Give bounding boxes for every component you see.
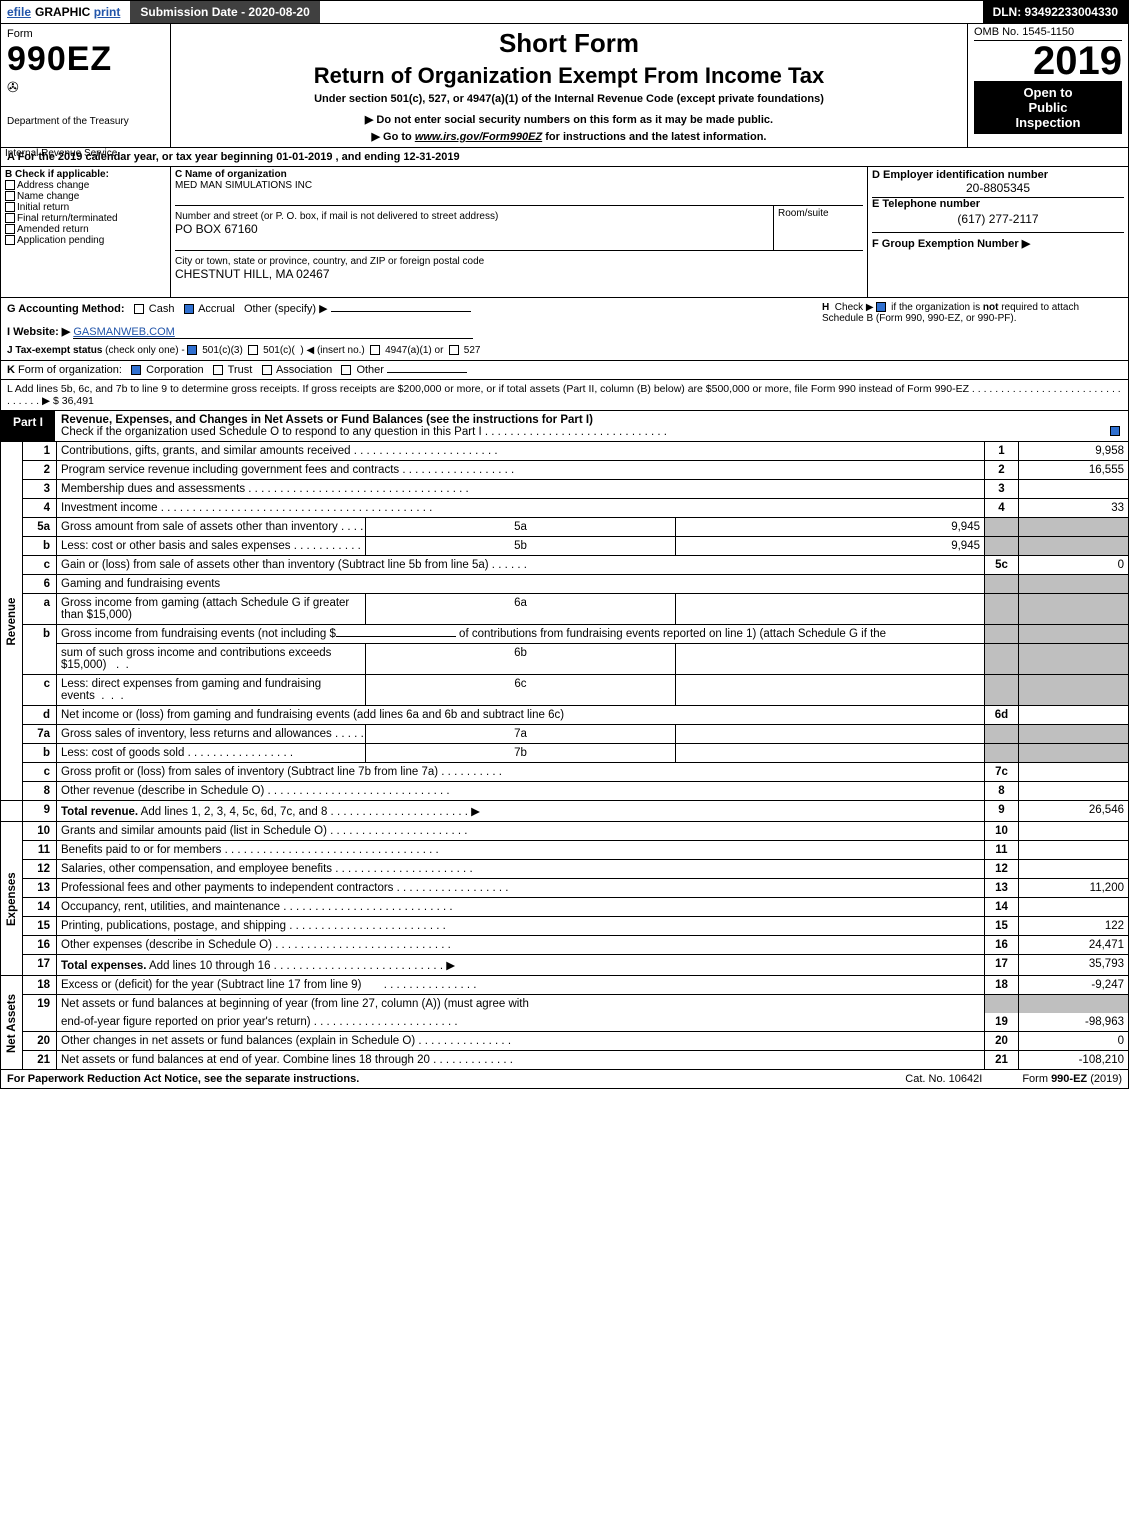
- part1-tag: Part I: [1, 411, 55, 441]
- paperwork-notice: For Paperwork Reduction Act Notice, see …: [7, 1073, 865, 1085]
- schedule-o-checkbox[interactable]: [1110, 426, 1120, 436]
- form-number: 990EZ: [7, 40, 164, 79]
- print-link[interactable]: print: [94, 5, 121, 19]
- part1-title: Revenue, Expenses, and Changes in Net As…: [55, 411, 1128, 441]
- line11-value: [1019, 841, 1129, 860]
- ssn-warning: ▶ Do not enter social security numbers o…: [177, 113, 961, 126]
- line-h: H Check ▶ if the organization is not req…: [822, 302, 1122, 324]
- line16-value: 24,471: [1019, 936, 1129, 955]
- org-city: CHESTNUT HILL, MA 02467: [175, 267, 330, 281]
- line21-value: -108,210: [1019, 1051, 1129, 1070]
- line3-value: [1019, 480, 1129, 499]
- room-suite: Room/suite: [773, 206, 863, 250]
- expenses-side: Expenses: [1, 822, 23, 976]
- app-pending-checkbox[interactable]: [5, 235, 15, 245]
- line6d-value: [1019, 706, 1129, 725]
- line2-value: 16,555: [1019, 461, 1129, 480]
- goto-line: ▶ Go to www.irs.gov/Form990EZ for instru…: [177, 130, 961, 143]
- accrual-checkbox[interactable]: [184, 304, 194, 314]
- form-header: Form 990EZ ✇ Department of the Treasury …: [0, 24, 1129, 148]
- org-name: MED MAN SIMULATIONS INC: [175, 180, 312, 191]
- return-title: Return of Organization Exempt From Incom…: [177, 63, 961, 89]
- line1-value: 9,958: [1019, 442, 1129, 461]
- boxes-def: D Employer identification number 20-8805…: [868, 167, 1128, 297]
- line20-value: 0: [1019, 1032, 1129, 1051]
- line-k: K Form of organization: Corporation Trus…: [0, 361, 1129, 380]
- line5a-value: 9,945: [675, 518, 984, 537]
- efile-print: efile GRAPHIC print: [1, 1, 130, 23]
- cash-checkbox[interactable]: [134, 304, 144, 314]
- line7c-value: [1019, 763, 1129, 782]
- line19-value: -98,963: [1019, 1013, 1129, 1032]
- line-l: L Add lines 5b, 6c, and 7b to line 9 to …: [0, 380, 1129, 411]
- graphic-label: GRAPHIC: [35, 5, 90, 19]
- cat-number: Cat. No. 10642I: [905, 1073, 982, 1085]
- top-bar: efile GRAPHIC print Submission Date - 20…: [0, 0, 1129, 24]
- line15-value: 122: [1019, 917, 1129, 936]
- lines-ghij: G Accounting Method: Cash Accrual Other …: [0, 298, 1129, 361]
- trust-checkbox[interactable]: [213, 365, 223, 375]
- association-checkbox[interactable]: [262, 365, 272, 375]
- accounting-method-label: G Accounting Method:: [7, 303, 125, 315]
- submission-date: Submission Date - 2020-08-20: [130, 1, 319, 23]
- other-org-checkbox[interactable]: [341, 365, 351, 375]
- page-footer: For Paperwork Reduction Act Notice, see …: [0, 1070, 1129, 1089]
- line-j: J Tax-exempt status (check only one) - 5…: [7, 345, 1122, 356]
- boxes-bcdef: B Check if applicable: Address change Na…: [0, 167, 1129, 298]
- website-label: I Website: ▶: [7, 326, 70, 338]
- line-a-period: A For the 2019 calendar year, or tax yea…: [0, 148, 1129, 167]
- tax-year: 2019: [974, 41, 1122, 81]
- box-c: C Name of organization MED MAN SIMULATIO…: [171, 167, 868, 297]
- form-word: Form: [7, 28, 164, 40]
- line8-value: [1019, 782, 1129, 801]
- corporation-checkbox[interactable]: [131, 365, 141, 375]
- line4-value: 33: [1019, 499, 1129, 518]
- org-street: PO BOX 67160: [175, 222, 258, 236]
- department: Department of the Treasury: [7, 116, 164, 127]
- line10-value: [1019, 822, 1129, 841]
- addr-change-checkbox[interactable]: [5, 180, 15, 190]
- netassets-side: Net Assets: [1, 976, 23, 1070]
- topbar-spacer: [320, 1, 983, 23]
- box-e-label: E Telephone number: [872, 198, 1124, 210]
- line12-value: [1019, 860, 1129, 879]
- part1-table: Revenue 1 Contributions, gifts, grants, …: [0, 442, 1129, 1070]
- irs-label: Internal Revenue Service: [5, 148, 117, 159]
- form-ref: Form 990-EZ (2019): [1022, 1073, 1122, 1085]
- line9-value: 26,546: [1019, 801, 1129, 822]
- phone: (617) 277-2117: [872, 210, 1124, 233]
- initial-return-checkbox[interactable]: [5, 202, 15, 212]
- efile-link[interactable]: efile: [7, 5, 31, 19]
- box-d-label: D Employer identification number: [872, 169, 1124, 181]
- line13-value: 11,200: [1019, 879, 1129, 898]
- box-f-label: F Group Exemption Number ▶: [872, 233, 1124, 250]
- revenue-side: Revenue: [1, 442, 23, 801]
- 4947a1-checkbox[interactable]: [370, 345, 380, 355]
- part1-header: Part I Revenue, Expenses, and Changes in…: [0, 411, 1129, 442]
- dln: DLN: 93492233004330: [983, 1, 1128, 23]
- box-b: B Check if applicable: Address change Na…: [1, 167, 171, 297]
- ein: 20-8805345: [872, 181, 1124, 198]
- amended-return-checkbox[interactable]: [5, 224, 15, 234]
- line14-value: [1019, 898, 1129, 917]
- line18-value: -9,247: [1019, 976, 1129, 995]
- short-form-title: Short Form: [177, 28, 961, 59]
- line5c-value: 0: [1019, 556, 1129, 575]
- line17-value: 35,793: [1019, 955, 1129, 976]
- 501c3-checkbox[interactable]: [187, 345, 197, 355]
- 527-checkbox[interactable]: [449, 345, 459, 355]
- 501c-checkbox[interactable]: [248, 345, 258, 355]
- name-change-checkbox[interactable]: [5, 191, 15, 201]
- open-to-public: Open to Public Inspection: [974, 81, 1122, 134]
- under-section: Under section 501(c), 527, or 4947(a)(1)…: [177, 93, 961, 105]
- final-return-checkbox[interactable]: [5, 213, 15, 223]
- irs-link[interactable]: www.irs.gov/Form990EZ: [415, 131, 542, 143]
- schedule-b-checkbox[interactable]: [876, 302, 886, 312]
- website-link[interactable]: GASMANWEB.COM: [73, 326, 473, 339]
- line5b-value: 9,945: [675, 537, 984, 556]
